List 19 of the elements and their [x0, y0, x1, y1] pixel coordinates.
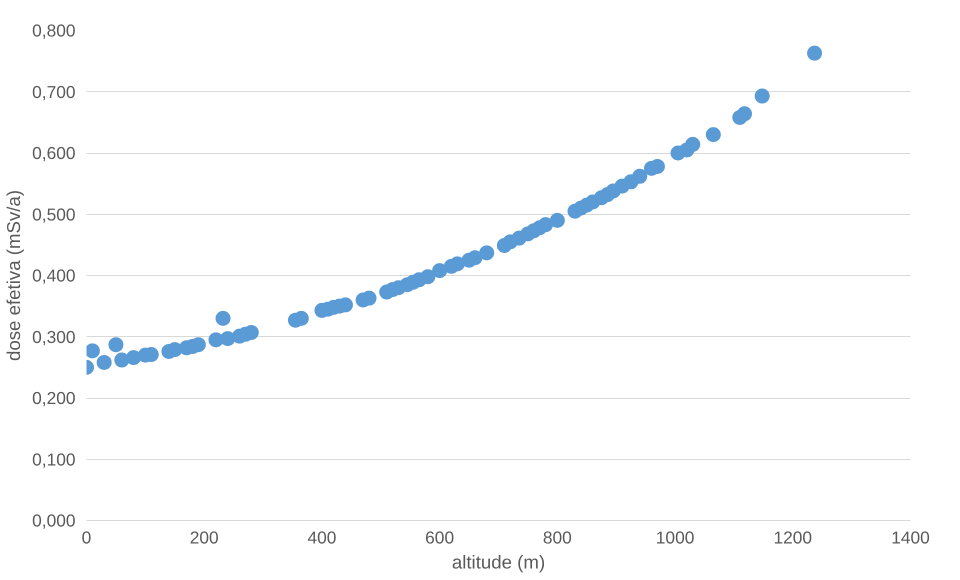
x-tick-label: 600: [425, 528, 454, 548]
x-tick-label: 400: [307, 528, 336, 548]
y-axis-title: dose efetiva (mSv/a): [3, 190, 24, 362]
x-tick-label: 1200: [774, 528, 812, 548]
y-tick-label: 0,100: [32, 449, 76, 470]
y-tick-label: 0,800: [32, 20, 76, 40]
x-tick-label: 800: [542, 528, 572, 548]
x-tick-label: 200: [190, 528, 219, 548]
y-tick-label: 0,600: [32, 143, 76, 163]
y-tick-label: 0,500: [32, 204, 76, 224]
y-tick-label: 0,200: [32, 388, 76, 408]
x-tick-label: 0: [82, 528, 92, 548]
x-axis-title: altitude (m): [452, 552, 546, 572]
y-tick-label: 0,000: [32, 510, 76, 530]
x-tick-label: 1400: [891, 528, 930, 548]
y-tick-label: 0,400: [32, 266, 76, 286]
x-tick-label: 1000: [656, 528, 694, 548]
y-tick-label: 0,700: [32, 82, 76, 102]
y-tick-label: 0,300: [32, 326, 76, 347]
